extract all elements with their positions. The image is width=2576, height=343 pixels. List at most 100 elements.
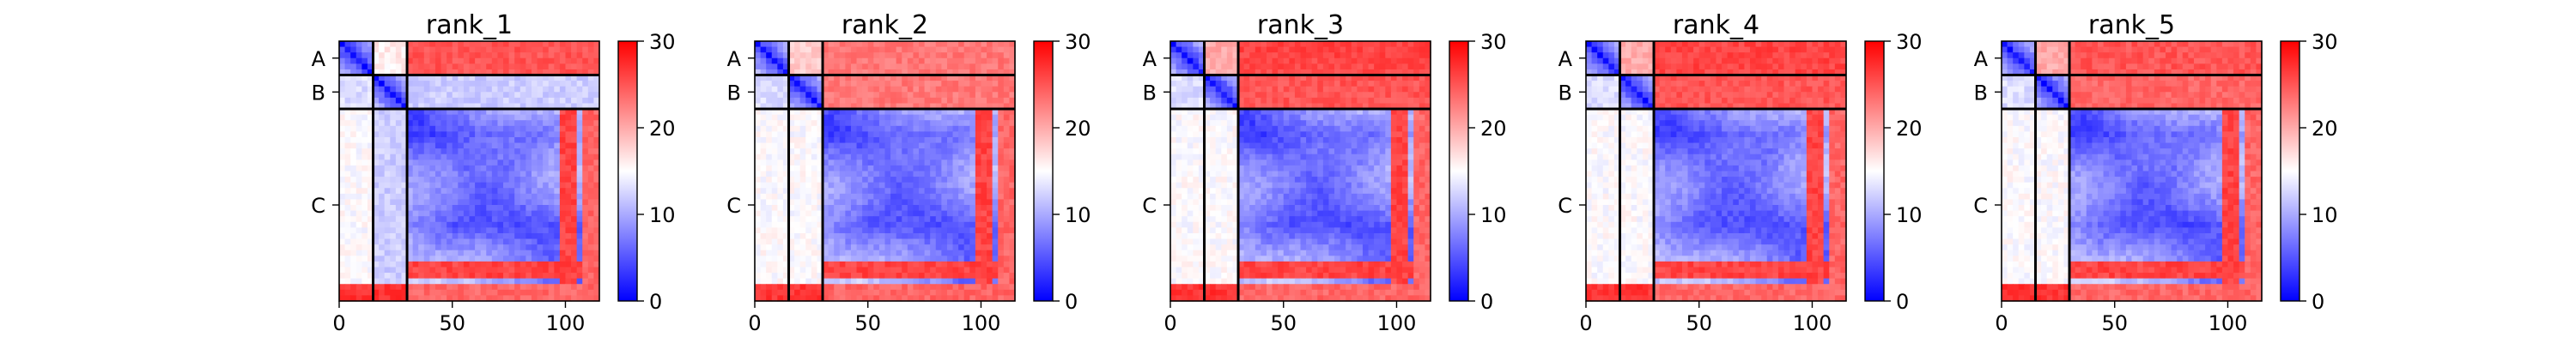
heatmap-cell: [344, 120, 351, 127]
heatmap-cell: [850, 92, 858, 99]
heatmap-cell: [963, 256, 970, 262]
heatmap-cell: [373, 210, 380, 217]
heatmap-cell: [1226, 46, 1234, 53]
heatmap-cell: [952, 171, 959, 178]
heatmap-cell: [1176, 63, 1182, 70]
heatmap-cell: [593, 182, 600, 189]
heatmap-cell: [554, 153, 561, 160]
heatmap-cell: [805, 75, 812, 81]
heatmap-cell: [1396, 69, 1403, 76]
heatmap-cell: [395, 165, 403, 172]
heatmap-cell: [514, 63, 521, 70]
heatmap-cell: [543, 216, 550, 223]
heatmap-cell: [907, 41, 914, 48]
heatmap-cell: [1322, 109, 1330, 116]
heatmap-cell: [867, 289, 874, 297]
heatmap-cell: [1334, 114, 1341, 121]
heatmap-cell: [1249, 46, 1256, 53]
heatmap-cell: [1170, 69, 1177, 76]
heatmap-cell: [480, 57, 487, 64]
heatmap-cell: [571, 142, 578, 149]
heatmap-cell: [1402, 92, 1409, 99]
heatmap-cell: [497, 103, 504, 110]
heatmap-cell: [946, 256, 954, 262]
heatmap-cell: [384, 227, 391, 234]
heatmap-cell: [554, 159, 561, 166]
heatmap-cell: [850, 199, 858, 206]
heatmap-cell: [963, 97, 970, 105]
heatmap-cell: [890, 92, 897, 99]
heatmap-cell: [1374, 114, 1381, 121]
heatmap-cell: [554, 177, 561, 184]
heatmap-cell: [480, 171, 487, 178]
heatmap-cell: [361, 267, 368, 274]
heatmap-cell: [491, 250, 499, 256]
heatmap-cell: [884, 69, 891, 76]
heatmap-cell: [828, 52, 835, 59]
heatmap-cell: [565, 216, 572, 223]
heatmap-cell: [1322, 41, 1330, 48]
heatmap-cell: [1311, 86, 1318, 93]
heatmap-cell: [1390, 52, 1398, 59]
heatmap-cell: [452, 177, 459, 184]
heatmap-cell: [1215, 103, 1222, 110]
heatmap-cell: [434, 63, 442, 70]
heatmap-cell: [418, 273, 425, 280]
heatmap-cell: [526, 177, 532, 184]
heatmap-cell: [755, 250, 762, 256]
heatmap-cell: [1003, 278, 1011, 285]
heatmap-cell: [367, 120, 374, 127]
heatmap-cell: [565, 75, 572, 81]
heatmap-cell: [952, 238, 959, 245]
heatmap-cell: [379, 227, 386, 234]
heatmap-cell: [794, 57, 801, 64]
heatmap-cell: [519, 205, 526, 212]
heatmap-cell: [395, 131, 403, 138]
heatmap-cell: [834, 109, 841, 116]
heatmap-cell: [799, 193, 806, 201]
heatmap-cell: [760, 165, 767, 172]
heatmap-cell: [1266, 97, 1273, 105]
heatmap-cell: [434, 273, 442, 280]
heatmap-cell: [867, 210, 874, 217]
heatmap-cell: [463, 63, 471, 70]
heatmap-cell: [755, 221, 762, 228]
heatmap-cell: [1009, 92, 1016, 99]
heatmap-cell: [794, 221, 801, 228]
heatmap-cell: [811, 120, 818, 127]
heatmap-cell: [1283, 63, 1290, 70]
heatmap-cell: [1272, 52, 1279, 59]
heatmap-cell: [998, 284, 1005, 291]
heatmap-cell: [576, 46, 583, 53]
heatmap-cell: [845, 109, 852, 116]
heatmap-cell: [559, 52, 567, 59]
heatmap-cell: [582, 103, 589, 110]
heatmap-cell: [811, 267, 818, 274]
heatmap-cell: [1322, 120, 1330, 127]
heatmap-cell: [811, 52, 818, 59]
heatmap-cell: [1390, 97, 1398, 105]
heatmap-cell: [805, 114, 812, 121]
heatmap-cell: [339, 92, 346, 99]
heatmap-cell: [475, 238, 482, 245]
heatmap-cell: [782, 41, 790, 48]
heatmap-cell: [1283, 86, 1290, 93]
heatmap-cell: [805, 153, 812, 160]
heatmap-cell: [958, 125, 965, 132]
heatmap-cell: [1170, 92, 1177, 99]
heatmap-cell: [969, 148, 976, 155]
heatmap-cell: [902, 97, 908, 105]
heatmap-cell: [902, 289, 908, 297]
heatmap-cell: [845, 57, 852, 64]
heatmap-cell: [1210, 69, 1217, 76]
heatmap-cell: [407, 69, 414, 76]
heatmap-cell: [755, 69, 762, 76]
heatmap-cell: [766, 216, 773, 223]
heatmap-cell: [941, 69, 948, 76]
heatmap-cell: [554, 114, 561, 121]
heatmap-cell: [1278, 92, 1285, 99]
heatmap-cell: [811, 92, 818, 99]
heatmap-cell: [576, 256, 583, 262]
heatmap-cell: [856, 188, 863, 195]
heatmap-cell: [491, 120, 499, 127]
